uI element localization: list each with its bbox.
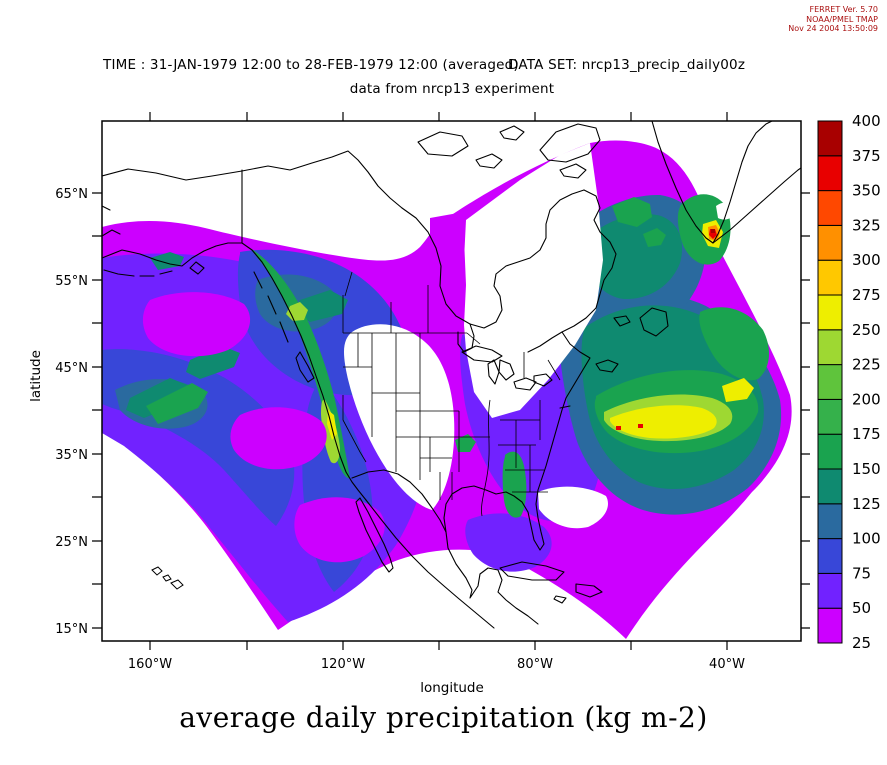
colorbar-level-label: 125 [852,495,881,513]
x-tick-label: 40°W [709,657,745,672]
y-tick-label: 35°N [55,448,88,463]
colorbar-level-label: 250 [852,321,881,339]
x-axis-title: longitude [420,680,484,696]
colorbar-block [817,259,843,296]
dataset-label: DATA SET: nrcp13_precip_daily00z [508,57,746,73]
colorbar-block [817,364,843,400]
x-tick-label: 160°W [128,657,172,672]
colorbar-block [817,398,843,435]
hawaii-islands [151,566,184,590]
map-content [102,121,801,640]
dry-region-greenland [716,202,736,220]
dry-white-regions [344,143,736,529]
dry-region-northern-canada [462,143,603,418]
y-tick-label: 65°N [55,187,88,202]
colorbar-block [817,329,843,366]
precip-shading-yellow [327,220,754,440]
greenland-hotspot [708,225,720,241]
colorbar-level-label: 50 [852,599,871,617]
time-range-label: TIME : 31-JAN-1979 12:00 to 28-FEB-1979 … [103,57,519,73]
x-tick-label: 80°W [517,657,553,672]
colorbar-level-label: 375 [852,147,881,165]
coastlines [102,121,801,629]
axis-ticks [92,112,810,650]
atlantic-red-specks [616,424,643,430]
colorbar-block [817,155,843,192]
plot-frame [101,120,802,642]
precip-low-patches [142,292,385,563]
x-axis-tick-labels: 160°W 120°W 80°W 40°W [128,657,745,672]
colorbar-level-label: 325 [852,216,881,234]
colorbar-level-label: 175 [852,425,881,443]
y-tick-label: 45°N [55,361,88,376]
colorbar-level-label: 25 [852,634,871,652]
colorbar-block [817,538,843,574]
ferret-stamp: FERRET Ver. 5.70 NOAA/PMEL TMAP Nov 24 2… [788,5,878,34]
colorbar-block [817,607,843,644]
x-tick-label: 120°W [321,657,365,672]
y-tick-label: 25°N [55,535,88,550]
colorbar-block [817,190,843,226]
ferret-stamp-org: NOAA/PMEL TMAP [806,14,878,24]
colorbar-level-label: 275 [852,286,881,304]
colorbar-level-label: 200 [852,390,881,408]
colorbar-level-label: 400 [852,112,881,130]
y-tick-label: 55°N [55,274,88,289]
experiment-subtitle: data from nrcp13 experiment [349,81,555,97]
colorbar-block [817,503,843,540]
colorbar-block [817,120,843,157]
dry-region-bahamas [538,486,608,529]
political-borders [342,271,561,517]
colorbar-block [817,433,843,470]
plot-main-title: average daily precipitation (kg m-2) [179,701,708,734]
y-tick-label: 15°N [55,622,88,637]
colorbar-level-label: 100 [852,530,881,548]
y-axis-title: latitude [28,350,44,402]
y-axis-tick-labels: 65°N 55°N 45°N 35°N 25°N 15°N [55,187,88,637]
colorbar-level-label: 350 [852,182,881,200]
colorbar-block [817,224,843,261]
hudson-west-precip-strip [430,213,466,342]
colorbar-level-label: 300 [852,251,881,269]
colorbar: 25 50 75 100 125 150 175 200 225 250 275 300 325 350 3… [817,112,881,652]
colorbar-block [817,572,843,609]
colorbar-level-label: 150 [852,460,881,478]
ferret-stamp-date: Nov 24 2004 13:50:09 [788,24,878,33]
dry-region-central-us [344,324,455,510]
colorbar-level-label: 225 [852,356,881,374]
colorbar-block [817,294,843,331]
colorbar-level-label: 75 [852,564,871,582]
colorbar-block [817,468,843,505]
ferret-stamp-version: FERRET Ver. 5.70 [809,5,878,14]
